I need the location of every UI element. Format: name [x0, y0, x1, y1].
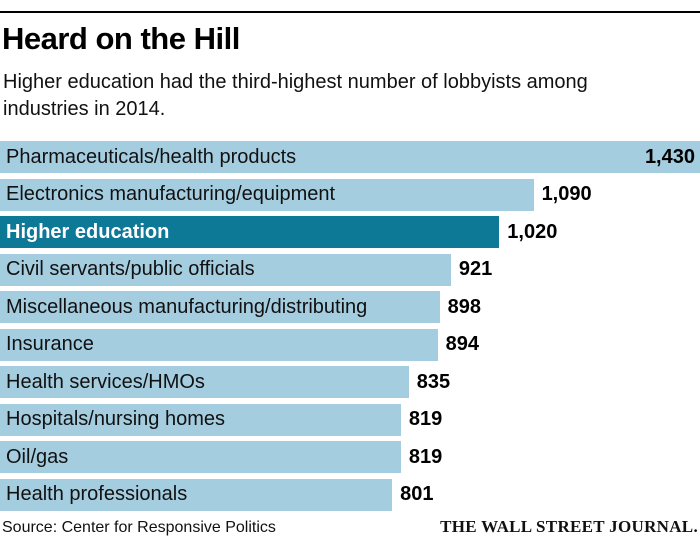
- bar: Civil servants/public officials: [0, 253, 451, 286]
- bar-category-label: Hospitals/nursing homes: [6, 408, 225, 430]
- bar: Insurance: [0, 328, 438, 361]
- bar-category-label: Miscellaneous manufacturing/distributing: [6, 295, 368, 318]
- bar-category-label: Health services/HMOs: [6, 370, 205, 393]
- bar-row: Civil servants/public officials 921: [0, 253, 700, 286]
- bar-category-label: Higher education: [6, 220, 170, 243]
- bar: Electronics manufacturing/equipment: [0, 178, 534, 211]
- bar-row: Hospitals/nursing homes 819: [0, 403, 700, 436]
- bar: Hospitals/nursing homes: [0, 403, 401, 436]
- chart-footer: Source: Center for Responsive Politics T…: [2, 517, 698, 537]
- bar-row: Health professionals 801: [0, 478, 700, 511]
- bar: Health professionals: [0, 478, 393, 511]
- bar-value: 819: [408, 408, 443, 430]
- bar-category-label: Electronics manufacturing/equipment: [6, 183, 336, 205]
- page-title: Heard on the Hill: [2, 21, 240, 56]
- bar-row: Insurance 894: [0, 328, 700, 361]
- bar-value: 819: [408, 445, 443, 468]
- bar-row: Pharmaceuticals/health products 1,430: [0, 141, 700, 173]
- bar-category-label: Oil/gas: [6, 445, 69, 468]
- bar-row: Oil/gas 819: [0, 441, 700, 473]
- chart-subtitle-line2: industries in 2014.: [3, 98, 166, 120]
- bar-value: 894: [445, 333, 479, 355]
- bar: Oil/gas: [0, 441, 401, 473]
- chart-subtitle-line1: Higher education had the third-highest n…: [3, 71, 588, 93]
- bar-value: 1,090: [541, 183, 592, 205]
- bar-category-label: Insurance: [6, 333, 94, 355]
- wsj-wordmark: THE WALL STREET JOURNAL.: [440, 517, 698, 536]
- bar-category-label: Civil servants/public officials: [6, 258, 255, 280]
- bar-value: 1,020: [507, 220, 558, 243]
- bar-category-label: Health professionals: [6, 483, 188, 505]
- bar-value: 835: [416, 370, 451, 393]
- bar-value: 921: [458, 258, 493, 280]
- bar-row: Electronics manufacturing/equipment 1,090: [0, 178, 700, 211]
- source-note: Source: Center for Responsive Politics: [2, 519, 276, 536]
- bar-row: Higher education 1,020: [0, 216, 700, 248]
- bar-value: 898: [447, 295, 481, 318]
- bar-value: 801: [400, 483, 434, 505]
- chart-subtitle: Higher education had the third-highest n…: [3, 69, 588, 123]
- bar: Health services/HMOs: [0, 366, 409, 398]
- bar-row: Miscellaneous manufacturing/distributing…: [0, 291, 700, 323]
- top-rule: [0, 11, 700, 13]
- bar-category-label: Pharmaceuticals/health products: [6, 145, 297, 168]
- bar: Higher education: [0, 216, 500, 248]
- bar: Pharmaceuticals/health products 1,430: [0, 141, 700, 173]
- bar-value: 1,430: [644, 145, 695, 168]
- bar-row: Health services/HMOs 835: [0, 366, 700, 398]
- bar-chart: Pharmaceuticals/health products 1,430 Elec…: [0, 141, 700, 516]
- bar: Miscellaneous manufacturing/distributing: [0, 291, 440, 323]
